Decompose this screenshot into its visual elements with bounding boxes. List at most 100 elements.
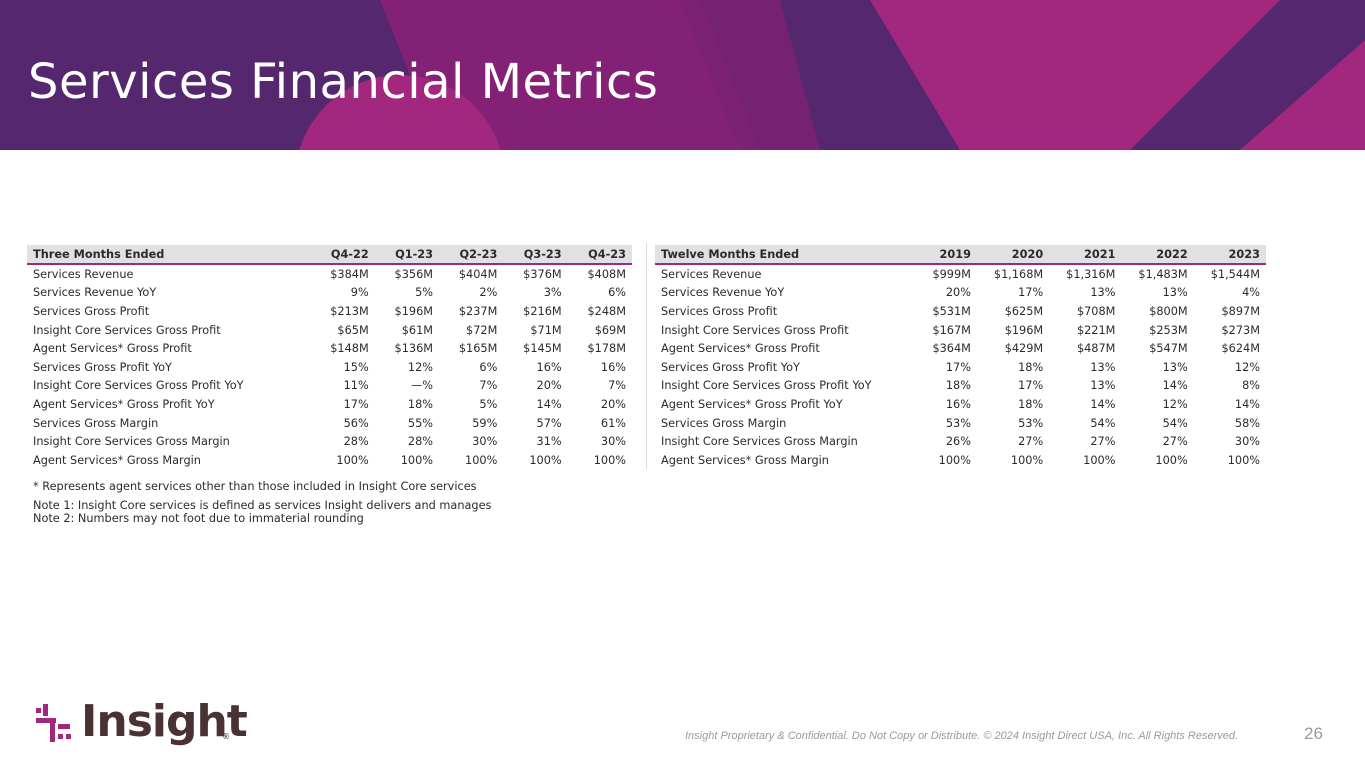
table-cell: $71M: [530, 323, 562, 337]
table-row: Services Revenue YoY 20% 17% 13% 13% 4%: [655, 284, 1266, 303]
table-row: Services Revenue $999M $1,168M $1,316M $1,48…: [655, 264, 1266, 284]
table-cell: $1,168M: [993, 267, 1044, 281]
table-cell: 27%: [1162, 435, 1188, 449]
table-cell: $213M: [330, 304, 369, 318]
table-cell: $221M: [1076, 323, 1116, 337]
table-cell: 30%: [472, 435, 498, 449]
table-cell: 14%: [1162, 379, 1188, 393]
table-cell: 13%: [1162, 360, 1188, 374]
table-cell: $136M: [394, 342, 434, 356]
table-cell: $408M: [587, 267, 627, 281]
table-row: Services Gross Profit $531M $625M $708M $800…: [655, 302, 1266, 321]
table-row: Services Gross Margin 56% 55% 59% 57% 61%: [27, 414, 632, 433]
table-cell: 8%: [1242, 379, 1260, 393]
table-cell: $487M: [1076, 342, 1116, 356]
table-cell: 27%: [1018, 435, 1044, 449]
table-cell: 31%: [536, 435, 562, 449]
column-header: Q2-23: [439, 245, 504, 265]
table-cell: 55%: [407, 416, 434, 430]
registered-mark: ®: [222, 732, 230, 741]
table-row: Services Gross Profit YoY 15% 12% 6% 16% 16%: [27, 358, 632, 377]
row-label: Insight Core Services Gross Margin: [661, 435, 858, 449]
row-label: Services Gross Profit: [661, 304, 778, 318]
table-row: Services Revenue $384M $356M $404M $376M $408…: [27, 264, 632, 284]
table-cell: 2%: [479, 286, 498, 300]
table-cell: $1,483M: [1138, 267, 1188, 281]
table-row: Insight Core Services Gross Profit YoY 18…: [655, 377, 1266, 396]
table-cell: 30%: [600, 435, 626, 449]
table-cell: 17%: [1018, 379, 1044, 393]
table-cell: 7%: [608, 379, 626, 393]
table-cell: 17%: [1018, 286, 1044, 300]
table-cell: $178M: [587, 342, 627, 356]
table-row: Agent Services* Gross Margin 100% 100% 100%…: [27, 451, 632, 470]
table-cell: 12%: [407, 360, 434, 374]
column-header-label: Twelve Months Ended: [655, 245, 918, 265]
table-cell: $248M: [587, 304, 627, 318]
table-cell: $216M: [523, 304, 562, 318]
table-cell: 5%: [479, 397, 498, 411]
row-label: Agent Services* Gross Profit YoY: [33, 397, 215, 411]
column-header: 2023: [1193, 245, 1266, 265]
asterisk-note: * Represents agent services other than t…: [33, 480, 477, 493]
table-cell: 20%: [600, 397, 626, 411]
row-label: Services Gross Margin: [33, 416, 159, 430]
table-cell: $384M: [330, 267, 369, 281]
table-row: Insight Core Services Gross Margin 28% 28%…: [27, 432, 632, 451]
table-cell: 100%: [465, 453, 498, 467]
table-cell: $148M: [330, 342, 369, 356]
table-cell: 13%: [1090, 379, 1116, 393]
table-cell: $999M: [932, 267, 971, 281]
row-label: Insight Core Services Gross Profit: [33, 323, 221, 337]
row-label: Agent Services* Gross Margin: [661, 453, 829, 467]
table-cell: 7%: [479, 379, 498, 393]
table-cell: 100%: [938, 453, 971, 467]
table-cell: 5%: [415, 286, 434, 300]
table-cell: 100%: [593, 453, 626, 467]
table-cell: 26%: [945, 435, 971, 449]
table-cell: $165M: [458, 342, 498, 356]
column-header: Q4-22: [310, 245, 375, 265]
column-header: 2019: [917, 245, 977, 265]
row-label: Agent Services* Gross Margin: [33, 453, 201, 467]
table-cell: 61%: [600, 416, 626, 430]
table-cell: 15%: [343, 360, 369, 374]
table-cell: 3%: [543, 286, 562, 300]
table-cell: 13%: [1090, 360, 1116, 374]
table-cell: $167M: [932, 323, 971, 337]
row-label: Agent Services* Gross Profit: [33, 342, 192, 356]
table-cell: $376M: [523, 267, 562, 281]
table-cell: $356M: [394, 267, 434, 281]
table-cell: $61M: [401, 323, 434, 337]
table-cell: $72M: [466, 323, 498, 337]
table-row: Agent Services* Gross Margin 100% 100% 100%…: [655, 451, 1266, 470]
column-header: Q1-23: [374, 245, 440, 265]
table-cell: —%: [411, 379, 434, 393]
header-banner: Services Financial Metrics: [0, 0, 1365, 150]
column-header-label: Three Months Ended: [27, 245, 311, 265]
table-cell: 28%: [343, 435, 369, 449]
table-cell: $196M: [394, 304, 434, 318]
table-cell: 58%: [1234, 416, 1260, 430]
table-row: Agent Services* Gross Profit YoY 16% 18% 14…: [655, 395, 1266, 414]
row-label: Insight Core Services Gross Margin: [33, 435, 230, 449]
table-row: Services Gross Margin 53% 53% 54% 54% 58%: [655, 414, 1266, 433]
table-cell: 20%: [536, 379, 562, 393]
note-1: Note 1: Insight Core services is defined…: [33, 499, 492, 512]
table-cell: 100%: [336, 453, 369, 467]
row-label: Services Gross Profit YoY: [33, 360, 172, 374]
insight-logo-icon: [36, 704, 71, 742]
table-cell: 56%: [343, 416, 369, 430]
insight-logo: Insight ®: [36, 696, 248, 752]
table-cell: $253M: [1149, 323, 1188, 337]
table-cell: $273M: [1221, 323, 1261, 337]
table-cell: 14%: [1234, 397, 1260, 411]
table-cell: 100%: [529, 453, 562, 467]
row-label: Services Revenue YoY: [661, 286, 785, 300]
table-row: Insight Core Services Gross Profit $65M $6…: [27, 321, 632, 340]
column-header: 2020: [976, 245, 1050, 265]
table-cell: 11%: [343, 379, 369, 393]
table-cell: $708M: [1076, 304, 1116, 318]
row-label: Services Revenue: [661, 267, 762, 281]
table-divider: [646, 243, 647, 469]
